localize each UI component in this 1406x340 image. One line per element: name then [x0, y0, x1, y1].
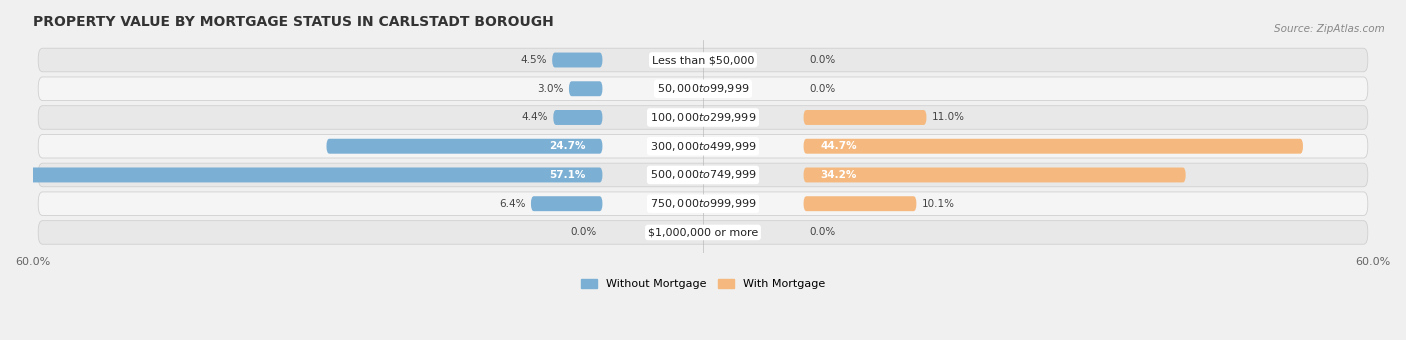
FancyBboxPatch shape: [0, 168, 602, 183]
Text: 0.0%: 0.0%: [808, 227, 835, 237]
FancyBboxPatch shape: [531, 196, 602, 211]
FancyBboxPatch shape: [804, 110, 927, 125]
Text: $750,000 to $999,999: $750,000 to $999,999: [650, 197, 756, 210]
Text: 3.0%: 3.0%: [537, 84, 564, 94]
Text: Source: ZipAtlas.com: Source: ZipAtlas.com: [1274, 24, 1385, 34]
Text: 6.4%: 6.4%: [499, 199, 526, 209]
Text: 0.0%: 0.0%: [808, 84, 835, 94]
Text: 34.2%: 34.2%: [820, 170, 856, 180]
Text: 44.7%: 44.7%: [820, 141, 856, 151]
Text: Less than $50,000: Less than $50,000: [652, 55, 754, 65]
FancyBboxPatch shape: [804, 196, 917, 211]
FancyBboxPatch shape: [553, 53, 602, 67]
Text: 0.0%: 0.0%: [571, 227, 598, 237]
Text: $1,000,000 or more: $1,000,000 or more: [648, 227, 758, 237]
Text: $50,000 to $99,999: $50,000 to $99,999: [657, 82, 749, 95]
Text: 24.7%: 24.7%: [550, 141, 586, 151]
Text: PROPERTY VALUE BY MORTGAGE STATUS IN CARLSTADT BOROUGH: PROPERTY VALUE BY MORTGAGE STATUS IN CAR…: [32, 15, 554, 29]
Text: 57.1%: 57.1%: [550, 170, 586, 180]
FancyBboxPatch shape: [38, 192, 1368, 216]
FancyBboxPatch shape: [569, 81, 602, 96]
FancyBboxPatch shape: [38, 163, 1368, 187]
FancyBboxPatch shape: [38, 221, 1368, 244]
FancyBboxPatch shape: [38, 48, 1368, 72]
FancyBboxPatch shape: [38, 106, 1368, 129]
Text: $500,000 to $749,999: $500,000 to $749,999: [650, 168, 756, 182]
Text: 4.5%: 4.5%: [520, 55, 547, 65]
FancyBboxPatch shape: [804, 139, 1303, 154]
Text: $100,000 to $299,999: $100,000 to $299,999: [650, 111, 756, 124]
Legend: Without Mortgage, With Mortgage: Without Mortgage, With Mortgage: [576, 275, 830, 294]
FancyBboxPatch shape: [554, 110, 602, 125]
FancyBboxPatch shape: [38, 77, 1368, 101]
Text: 10.1%: 10.1%: [922, 199, 955, 209]
Text: 11.0%: 11.0%: [932, 113, 965, 122]
Text: 4.4%: 4.4%: [522, 113, 548, 122]
FancyBboxPatch shape: [326, 139, 602, 154]
Text: 0.0%: 0.0%: [808, 55, 835, 65]
FancyBboxPatch shape: [38, 134, 1368, 158]
FancyBboxPatch shape: [804, 168, 1185, 183]
Text: $300,000 to $499,999: $300,000 to $499,999: [650, 140, 756, 153]
